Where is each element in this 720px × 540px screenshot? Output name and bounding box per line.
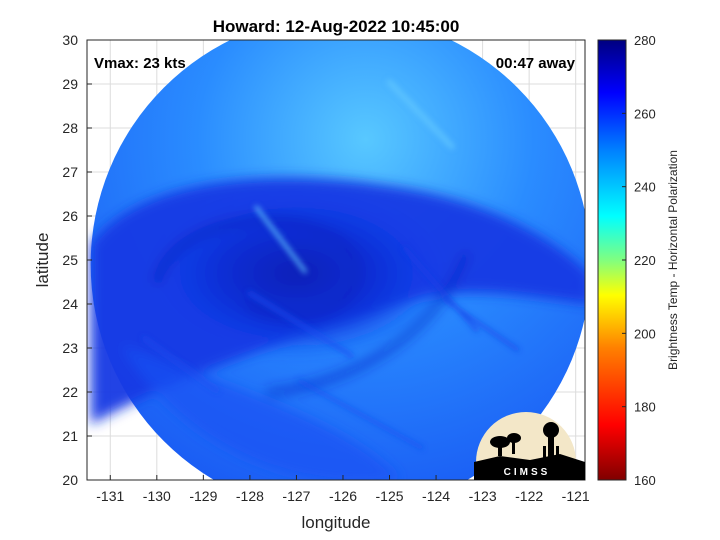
x-axis-label: longitude [301,513,370,532]
y-tick-label: 23 [62,340,78,356]
x-axis-ticks: -131 -130 -129 -128 -127 -126 -125 -124 -123 -122… [96,475,590,504]
y-tick-label: 24 [62,296,78,312]
x-tick-label: -123 [469,488,497,504]
colorbar-tick-label: 180 [634,400,656,415]
y-tick-label: 26 [62,208,78,224]
colorbar: 160 180 200 220 240 260 280 Brightness Temp - … [597,33,680,488]
y-axis-ticks: 20 21 22 23 24 25 26 27 28 29 30 [62,32,92,488]
colorbar-tick-label: 280 [634,33,656,48]
plot-area: -131 -130 -129 -128 -127 -126 -125 -124 -123 -122… [62,32,590,504]
y-tick-label: 20 [62,472,78,488]
colorbar-ticks: 160 180 200 220 240 260 280 [622,33,656,488]
map-title: Howard: 12-Aug-2022 10:45:00 [213,17,460,36]
x-tick-label: -126 [329,488,357,504]
colorbar-tick-label: 200 [634,326,656,341]
colorbar-scale [597,39,627,481]
x-tick-label: -121 [562,488,590,504]
x-tick-label: -129 [189,488,217,504]
time-away-label: 00:47 away [496,55,576,72]
y-axis-label: latitude [33,233,52,288]
y-tick-label: 22 [62,384,78,400]
brightness-temp-swath [90,40,585,480]
x-tick-label: -128 [236,488,264,504]
x-tick-label: -122 [515,488,543,504]
cimss-logo-text: CIMSS [504,467,551,478]
cimss-logo: CIMSS [474,412,585,480]
x-tick-label: -125 [376,488,404,504]
colorbar-tick-label: 220 [634,253,656,268]
x-tick-label: -124 [422,488,450,504]
colorbar-tick-label: 160 [634,473,656,488]
y-tick-label: 21 [62,428,78,444]
colorbar-label: Brightness Temp - Horizontal Polarizatio… [666,150,680,370]
y-tick-label: 25 [62,252,78,268]
y-tick-label: 30 [62,32,78,48]
x-tick-label: -131 [96,488,124,504]
vmax-label: Vmax: 23 kts [94,55,186,72]
x-tick-label: -130 [143,488,171,504]
y-tick-label: 27 [62,164,78,180]
y-tick-label: 28 [62,120,78,136]
x-tick-label: -127 [282,488,310,504]
colorbar-tick-label: 260 [634,106,656,121]
y-tick-label: 29 [62,76,78,92]
colorbar-tick-label: 240 [634,180,656,195]
